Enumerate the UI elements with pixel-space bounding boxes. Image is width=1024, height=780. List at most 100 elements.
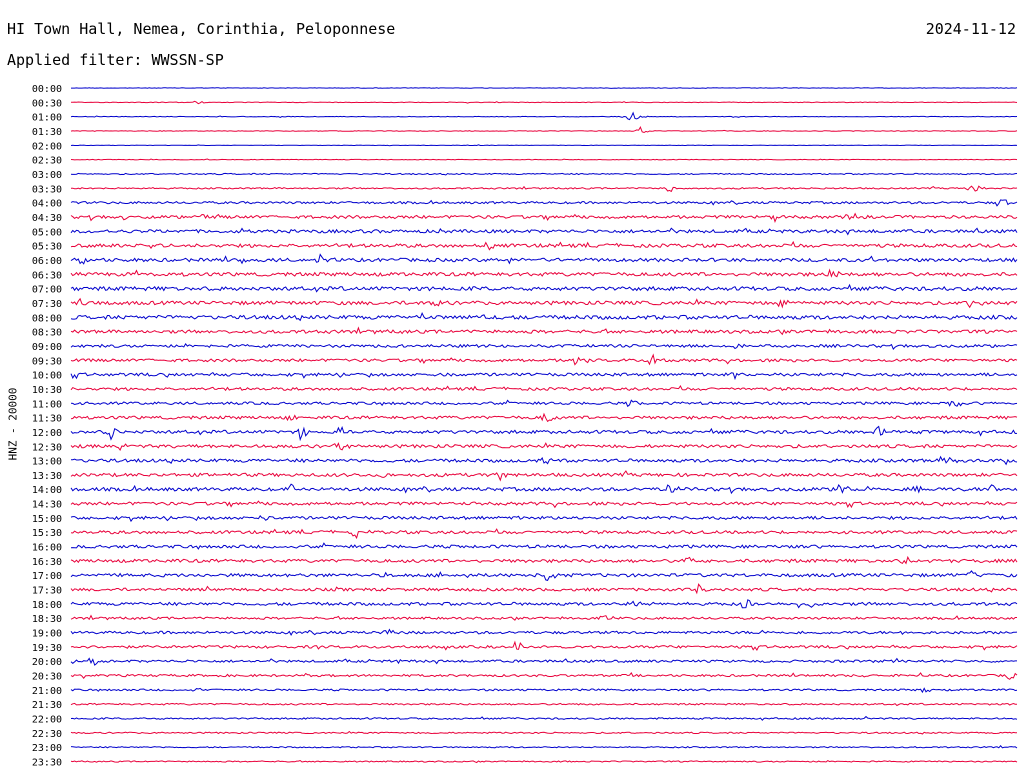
trace-row-0430 — [70, 212, 1018, 224]
trace-row-1730 — [70, 583, 1018, 595]
row-time-label: 07:00 — [32, 285, 62, 296]
trace-row-0100 — [70, 111, 1018, 121]
row-time-label: 10:00 — [32, 371, 62, 382]
row-time-label: 15:30 — [32, 528, 62, 539]
row-time-label: 12:00 — [32, 428, 62, 439]
trace-row-0530 — [70, 240, 1018, 251]
trace-row-2130 — [70, 702, 1017, 707]
row-time-label: 08:00 — [32, 313, 62, 324]
row-time-label: 13:00 — [32, 457, 62, 468]
trace-row-1400 — [70, 483, 1018, 495]
trace-row-0130 — [70, 126, 1018, 134]
trace-row-0230 — [70, 158, 1018, 161]
row-time-label: 23:00 — [32, 743, 62, 754]
trace-row-1500 — [70, 514, 1018, 523]
row-time-label: 02:00 — [32, 141, 62, 152]
trace-row-1930 — [70, 640, 1018, 651]
trace-row-1530 — [70, 528, 1018, 540]
trace-row-1030 — [70, 385, 1018, 392]
row-time-label: 10:30 — [32, 385, 62, 396]
trace-row-1430 — [70, 500, 1018, 509]
row-time-label: 21:30 — [32, 700, 62, 711]
trace-row-0400 — [70, 199, 1018, 207]
trace-row-0630 — [70, 268, 1018, 278]
trace-row-0600 — [70, 253, 1018, 265]
trace-row-2000 — [70, 657, 1017, 666]
row-time-label: 05:00 — [32, 227, 62, 238]
trace-row-1330 — [70, 470, 1018, 482]
trace-row-1830 — [70, 614, 1017, 621]
trace-row-0330 — [71, 185, 1018, 193]
trace-row-0500 — [70, 227, 1018, 236]
row-time-label: 15:00 — [32, 514, 62, 525]
trace-row-1700 — [70, 570, 1018, 581]
row-time-label: 19:00 — [32, 629, 62, 640]
trace-row-1300 — [70, 455, 1018, 466]
trace-row-2100 — [70, 687, 1018, 694]
trace-row-1000 — [70, 371, 1018, 381]
trace-row-1600 — [70, 542, 1018, 550]
row-time-label: 09:00 — [32, 342, 62, 353]
row-time-label: 18:00 — [32, 600, 62, 611]
row-time-label: 19:30 — [32, 643, 62, 654]
row-time-label: 16:30 — [32, 557, 62, 568]
row-time-label: 22:00 — [32, 715, 62, 726]
trace-row-2200 — [70, 715, 1018, 721]
row-time-label: 09:30 — [32, 356, 62, 367]
trace-row-0000 — [71, 87, 1018, 89]
trace-row-0700 — [70, 283, 1018, 293]
trace-row-1230 — [70, 442, 1018, 451]
row-time-label: 18:30 — [32, 614, 62, 625]
row-time-label: 05:30 — [32, 242, 62, 253]
row-time-label: 04:00 — [32, 199, 62, 210]
row-time-label: 00:00 — [32, 84, 62, 95]
trace-row-0930 — [70, 353, 1018, 366]
trace-row-1100 — [70, 399, 1018, 408]
row-time-label: 12:30 — [32, 442, 62, 453]
row-time-label: 20:30 — [32, 672, 62, 683]
trace-row-0200 — [70, 144, 1018, 147]
row-time-label: 13:30 — [32, 471, 62, 482]
row-time-label: 03:30 — [32, 184, 62, 195]
station-title: HI Town Hall, Nemea, Corinthia, Peloponn… — [7, 20, 396, 38]
row-time-label: 14:00 — [32, 485, 62, 496]
row-time-label: 20:00 — [32, 657, 62, 668]
row-time-label: 03:00 — [32, 170, 62, 181]
trace-row-0800 — [70, 311, 1018, 322]
trace-row-2230 — [70, 730, 1018, 735]
row-time-label: 17:00 — [32, 571, 62, 582]
trace-row-0830 — [70, 326, 1018, 336]
trace-row-0300 — [70, 172, 1018, 176]
row-time-label: 21:00 — [32, 686, 62, 697]
row-time-label: 11:30 — [32, 414, 62, 425]
row-time-label: 22:30 — [32, 729, 62, 740]
row-time-label: 16:00 — [32, 543, 62, 554]
trace-row-2030 — [70, 671, 1018, 680]
trace-row-2330 — [70, 759, 1018, 764]
row-time-label: 04:30 — [32, 213, 62, 224]
trace-row-1130 — [70, 412, 1018, 423]
row-time-label: 23:30 — [32, 758, 62, 769]
trace-row-1630 — [70, 555, 1018, 565]
row-time-label: 08:30 — [32, 328, 62, 339]
row-time-label: 02:30 — [32, 156, 62, 167]
trace-row-0730 — [70, 297, 1018, 309]
trace-row-1900 — [70, 628, 1018, 636]
row-time-label: 17:30 — [32, 586, 62, 597]
row-time-label: 06:00 — [32, 256, 62, 267]
filter-label: Applied filter: WWSSN-SP — [7, 51, 224, 69]
row-time-label: 00:30 — [32, 98, 62, 109]
row-time-label: 01:30 — [32, 127, 62, 138]
trace-row-1800 — [70, 599, 1018, 609]
trace-row-2300 — [70, 745, 1018, 749]
row-time-label: 11:00 — [32, 399, 62, 410]
trace-row-0030 — [70, 100, 1018, 105]
row-time-label: 01:00 — [32, 113, 62, 124]
row-time-label: 06:30 — [32, 270, 62, 281]
trace-row-0900 — [70, 343, 1018, 351]
row-time-label: 14:30 — [32, 500, 62, 511]
date-label: 2024-11-12 — [925, 20, 1016, 38]
trace-row-1200 — [70, 425, 1018, 442]
row-time-label: 07:30 — [32, 299, 62, 310]
